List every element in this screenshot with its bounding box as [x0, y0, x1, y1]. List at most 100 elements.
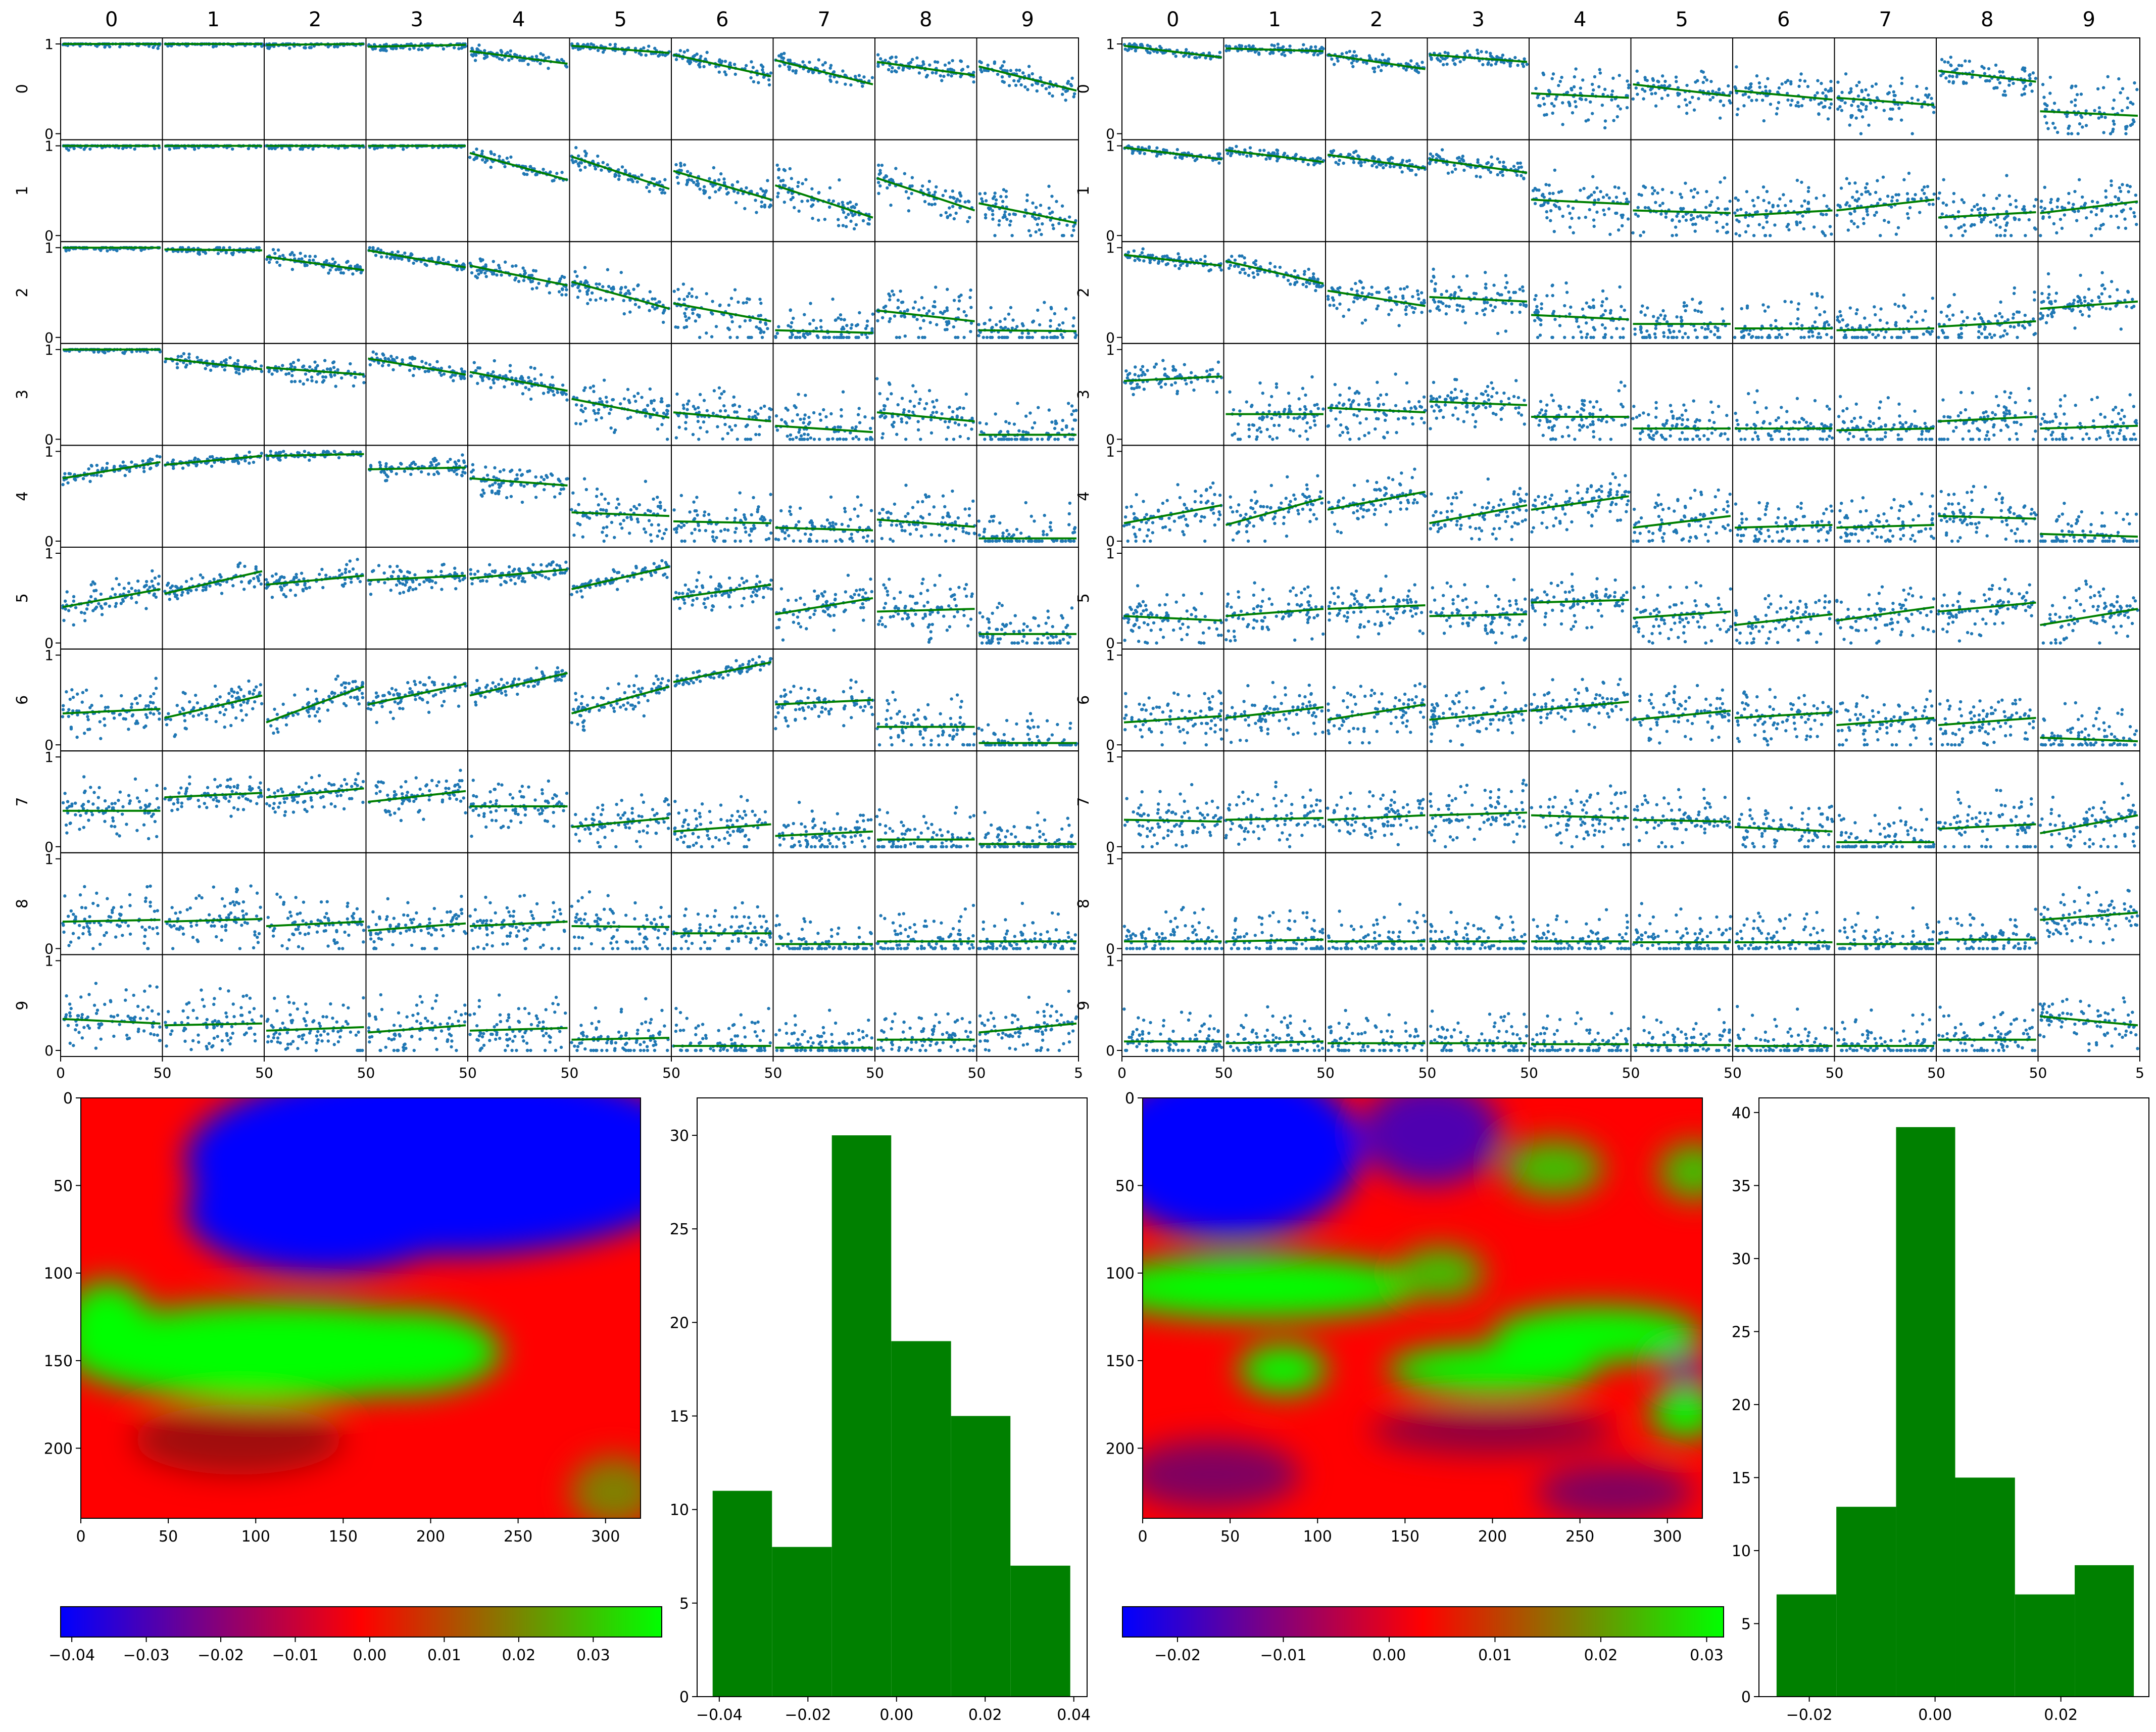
scatter-point [854, 435, 858, 439]
scatter-point [604, 396, 608, 399]
scatter-point [718, 396, 722, 400]
scatter-point [190, 577, 193, 581]
scatter-point [602, 526, 605, 530]
scatter-point [620, 526, 624, 530]
scatter-point [371, 246, 375, 250]
scatter-point [130, 596, 133, 600]
scatter-point [880, 414, 884, 417]
scatter-point [827, 199, 831, 202]
scatter-point [151, 458, 154, 461]
scatter-point [850, 323, 854, 327]
scatter-point [841, 390, 845, 394]
scatter-point [998, 521, 1002, 525]
scatter-point [308, 255, 312, 258]
scatter-point [684, 318, 689, 322]
scatter-point [358, 580, 362, 584]
scatter-point [1047, 408, 1051, 412]
scatter-point [606, 268, 610, 271]
scatter-point [1033, 519, 1036, 523]
scatter-point [468, 156, 472, 159]
scatter-point [636, 392, 640, 395]
scatter-point [685, 49, 690, 52]
scatter-cell [264, 139, 367, 243]
scatter-point [777, 168, 780, 172]
scatter-point [794, 69, 798, 73]
scatter-point [99, 592, 103, 596]
scatter-point [854, 324, 858, 327]
scatter-point [1009, 219, 1012, 223]
scatter-point [613, 536, 616, 539]
scatter-point [825, 539, 828, 543]
scatter-point [711, 300, 714, 303]
scatter-point [1049, 521, 1053, 524]
scatter-point [315, 380, 318, 384]
scatter-point [302, 382, 305, 386]
scatter-point [912, 404, 916, 408]
cell-frame [874, 37, 977, 140]
scatter-point [869, 436, 872, 440]
scatter-point [117, 146, 121, 150]
scatter-point [788, 68, 791, 71]
scatter-point [713, 539, 716, 543]
scatter-point [935, 323, 939, 326]
scatter-point [383, 479, 387, 483]
scatter-point [957, 307, 960, 311]
scatter-point [788, 438, 792, 441]
scatter-point [267, 46, 271, 51]
scatter-point [1024, 438, 1028, 441]
scatter-point [915, 56, 919, 60]
scatter-point [446, 460, 450, 464]
scatter-point [958, 199, 962, 203]
scatter-point [300, 257, 304, 261]
scatter-point [565, 65, 569, 69]
scatter-cell [264, 37, 367, 140]
scatter-point [113, 464, 116, 468]
scatter-point [913, 300, 917, 304]
scatter-point [760, 200, 763, 204]
scatter-point [968, 216, 971, 219]
scatter-point [236, 460, 240, 464]
scatter-point [924, 495, 928, 499]
scatter-point [108, 45, 112, 49]
cell-frame [365, 37, 468, 140]
scatter-cell [365, 139, 468, 243]
scatter-point [88, 479, 92, 484]
scatter-point [1061, 419, 1064, 422]
scatter-point [958, 191, 962, 195]
scatter-point [510, 468, 514, 472]
scatter-point [837, 316, 840, 320]
scatter-point [542, 392, 546, 395]
scatter-point [828, 521, 831, 525]
scatter-point [804, 178, 808, 181]
scatter-point [218, 583, 222, 587]
scatter-point [350, 580, 353, 584]
scatter-point [648, 189, 651, 194]
scatter-point [759, 406, 763, 410]
scatter-point [1008, 223, 1012, 227]
fit-line [775, 424, 873, 434]
scatter-point [714, 190, 717, 194]
scatter-point [945, 306, 949, 310]
scatter-point [986, 539, 990, 543]
scatter-cell [976, 139, 1079, 243]
scatter-point [1071, 324, 1075, 328]
scatter-point [87, 467, 90, 471]
scatter-cell [264, 547, 367, 650]
scatter-point [583, 514, 586, 517]
scatter-point [812, 318, 815, 322]
scatter-point [399, 462, 403, 465]
scatter-point [551, 383, 555, 388]
scatter-point [290, 268, 295, 271]
scatter-point [999, 325, 1003, 329]
scatter-cell [976, 37, 1079, 140]
scatter-point [817, 58, 821, 62]
scatter-point [439, 569, 443, 573]
scatter-point [547, 67, 550, 70]
scatter-point [738, 405, 742, 408]
scatter-point [962, 406, 965, 410]
scatter-point [985, 335, 989, 339]
scatter-cell [772, 241, 875, 344]
scatter-point [626, 178, 630, 181]
scatter-point [899, 290, 902, 293]
scatter-point [883, 416, 887, 420]
